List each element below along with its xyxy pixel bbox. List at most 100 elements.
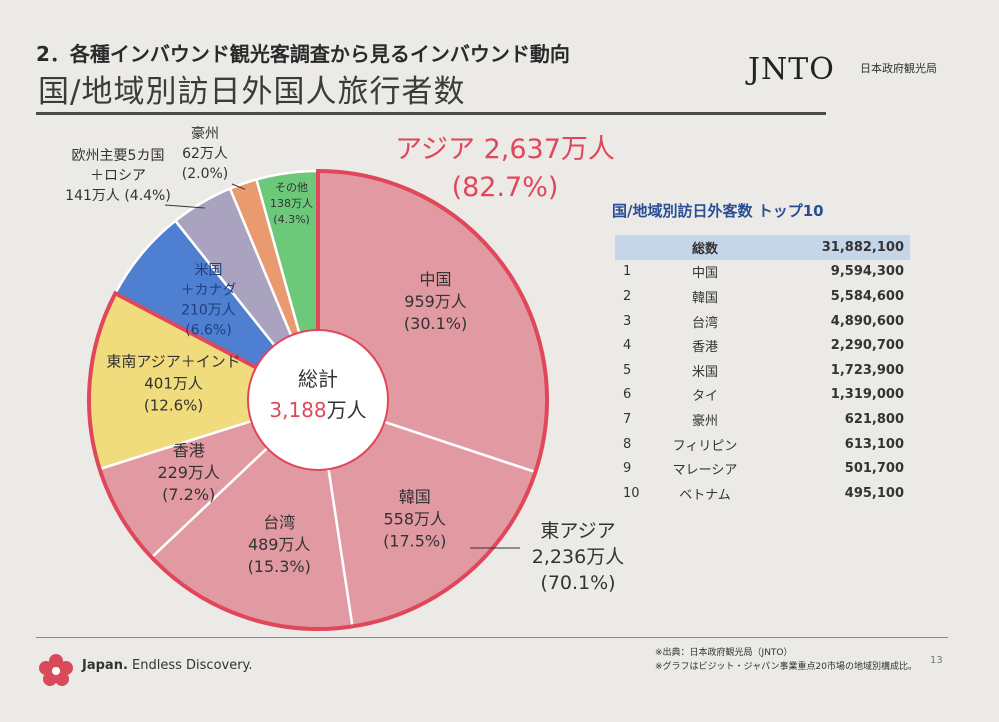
ranking-value: 4,890,600 [830, 313, 904, 329]
slice-label-name-korea: 韓国 [399, 488, 431, 507]
ranking-rank: 7 [623, 411, 632, 427]
title-underline [36, 112, 826, 115]
group-label-asia-pct: (82.7%) [452, 172, 559, 203]
slice-label-value-europe: 141万人 (4.4%) [65, 188, 171, 204]
ranking-country: 中国 [691, 266, 718, 282]
ranking-rank: 4 [623, 338, 632, 354]
slice-label-name-china: 中国 [420, 270, 452, 289]
asia-group-border [87, 168, 549, 631]
ranking-country: 香港 [691, 340, 718, 356]
slice-label-pct-us: (6.6%) [185, 322, 232, 338]
graph-note: ※グラフはビジット・ジャパン事業重点20市場の地域別構成比。 [655, 662, 917, 672]
slice-label-value-sea: 401万人 [144, 375, 203, 393]
footer-brand-tagline: Endless Discovery. [132, 658, 253, 673]
slice-label-pct-sea: (12.6%) [144, 397, 203, 415]
footer-brand: Japan. Endless Discovery. [82, 658, 253, 673]
slice-label-name-australia: 豪州 [191, 126, 219, 142]
group-label-east-asia: 東アジア [540, 520, 615, 542]
center-total-unit: 万人 [327, 398, 367, 422]
ranking-row: 1 中国 9,594,300 [615, 260, 910, 285]
slice-label-value-us: 210万人 [181, 302, 236, 318]
center-total-label: 総計 [298, 367, 338, 391]
ranking-row: 8 フィリピン 613,100 [615, 432, 910, 457]
slice-label-pct-taiwan: (15.3%) [248, 557, 311, 576]
ranking-rank: 6 [623, 387, 632, 403]
leader-line-australia [231, 183, 246, 190]
ranking-row: 2 韓国 5,584,600 [615, 284, 910, 309]
slice-label-pct-china: (30.1%) [404, 314, 467, 333]
ranking-row: 3 台湾 4,890,600 [615, 309, 910, 334]
source-note: ※出典：日本政府観光局（JNTO） [655, 648, 793, 658]
slice-label-pct-other: (4.3%) [273, 213, 310, 226]
slice-label-name-europe: 欧州主要5カ国 [72, 148, 165, 164]
ranking-value: 1,319,000 [830, 387, 904, 403]
ranking-value: 495,100 [844, 485, 904, 501]
ranking-total-value: 31,882,100 [765, 235, 910, 260]
ranking-country: 豪州 [691, 413, 718, 429]
leader-line-europe [164, 204, 205, 209]
ranking-total-row: 総数 31,882,100 [615, 235, 910, 260]
ranking-value: 9,594,300 [830, 264, 904, 280]
ranking-rank: 8 [623, 436, 632, 452]
slice-label-value-hongkong: 229万人 [157, 463, 220, 482]
ranking-title: 国/地域別訪日外客数 トップ10 [612, 202, 824, 220]
ranking-value: 621,800 [844, 411, 904, 427]
page-number: 13 [930, 655, 943, 666]
center-total-value: 3,188 [269, 398, 326, 422]
slice-label-value-australia: 62万人 [182, 146, 228, 162]
ranking-country: ベトナム [679, 487, 731, 503]
slice-label-pct-hongkong: (7.2%) [162, 485, 215, 504]
donut-hole [247, 329, 389, 471]
ranking-rank: 9 [623, 461, 632, 477]
group-label-east-asia-value: 2,236万人 [532, 546, 624, 568]
ranking-country: 台湾 [691, 315, 718, 331]
slice-label-value-korea: 558万人 [383, 510, 446, 529]
ranking-value: 501,700 [844, 461, 904, 477]
ranking-rank: 2 [623, 288, 632, 304]
ranking-country: 韓国 [691, 290, 718, 306]
ranking-rank: 3 [623, 313, 632, 329]
group-label-asia: アジア 2,637万人 [395, 134, 615, 165]
slice-label-name-us: 米国 [194, 262, 222, 278]
jnto-logo-subtitle: 日本政府観光局 [860, 62, 937, 75]
jnto-logo: JNTO [748, 52, 835, 87]
page-title: 国/地域別訪日外国人旅行者数 [38, 74, 466, 110]
slice-label-name2-europe: ＋ロシア [90, 168, 146, 184]
ranking-row: 9 マレーシア 501,700 [615, 456, 910, 481]
ranking-row: 5 米国 1,723,900 [615, 358, 910, 383]
ranking-value: 2,290,700 [830, 338, 904, 354]
slice-label-value-other: 138万人 [270, 197, 313, 210]
ranking-total-label: 総数 [645, 235, 765, 260]
center-total-value-line: 3,188万人 [269, 398, 366, 422]
ranking-country: マレーシア [672, 463, 738, 479]
ranking-country: タイ [691, 389, 718, 405]
ranking-country: フィリピン [672, 438, 738, 454]
ranking-row: 7 豪州 621,800 [615, 407, 910, 432]
ranking-row: 10 ベトナム 495,100 [615, 481, 910, 506]
slice-label-value-taiwan: 489万人 [248, 535, 311, 554]
slice-label-name-other: その他 [275, 181, 308, 194]
ranking-row: 4 香港 2,290,700 [615, 333, 910, 358]
ranking-rank: 5 [623, 362, 632, 378]
slice-label-name2-us: ＋カナダ [180, 282, 236, 298]
slice-label-pct-australia: (2.0%) [182, 166, 229, 182]
ranking-row: 6 タイ 1,319,000 [615, 383, 910, 408]
ranking-country: 米国 [691, 364, 718, 380]
ranking-value: 1,723,900 [830, 362, 904, 378]
slice-label-name-sea: 東南アジア＋インド [106, 353, 240, 371]
slice-label-name-taiwan: 台湾 [263, 513, 295, 532]
section-subtitle: 2．各種インバウンド観光客調査から見るインバウンド動向 [36, 42, 570, 66]
ranking-value: 613,100 [844, 436, 904, 452]
slice-label-pct-korea: (17.5%) [383, 532, 446, 551]
japan-flower-logo-icon [39, 654, 73, 686]
slice-label-value-china: 959万人 [404, 292, 467, 311]
ranking-rank: 1 [623, 264, 632, 280]
ranking-rank: 10 [623, 485, 640, 501]
footer-brand-bold: Japan. [82, 658, 128, 673]
footer-divider [36, 637, 948, 638]
slice-label-name-hongkong: 香港 [173, 441, 205, 460]
ranking-value: 5,584,600 [830, 288, 904, 304]
ranking-rank [615, 235, 645, 260]
ranking-table: 総数 31,882,100 1 中国 9,594,300 2 韓国 5,584,600 3 台湾 4… [615, 235, 910, 506]
